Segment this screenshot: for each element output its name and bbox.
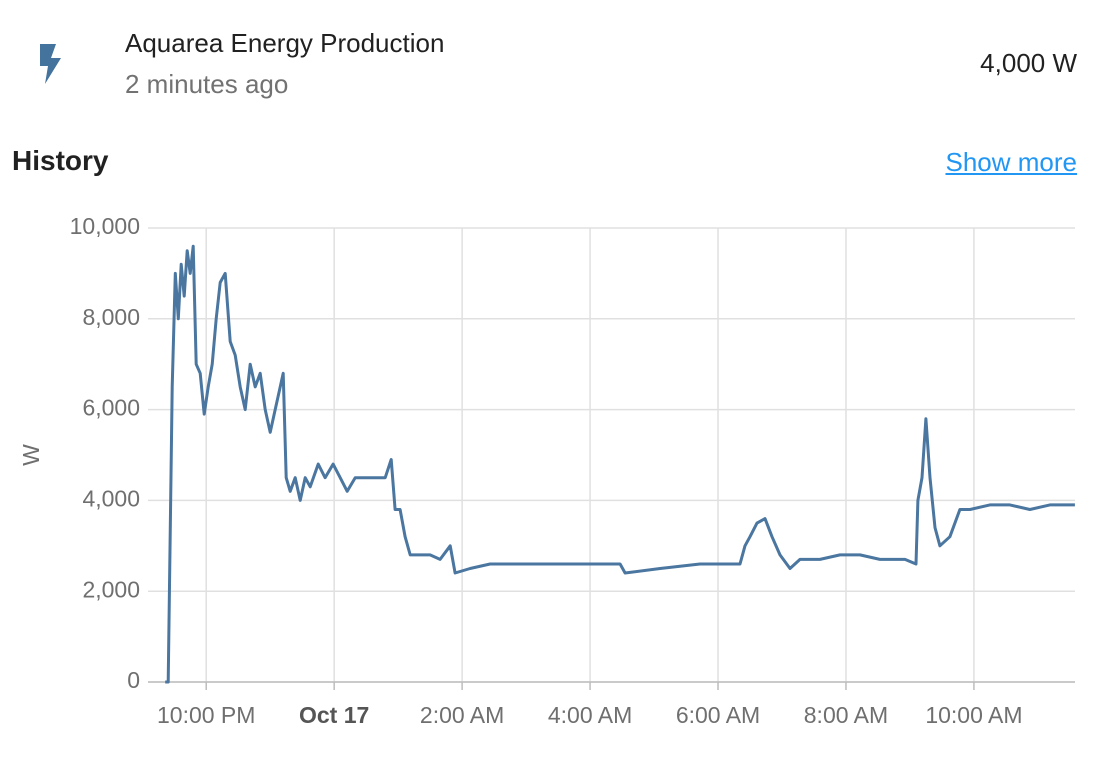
- x-tick-label: Oct 17: [299, 702, 369, 728]
- show-more-link[interactable]: Show more: [945, 147, 1078, 177]
- y-tick-label: 4,000: [82, 485, 140, 511]
- y-tick-label: 10,000: [70, 213, 140, 239]
- x-tick-label: 4:00 AM: [548, 702, 632, 728]
- y-tick-label: 0: [127, 667, 140, 693]
- history-title: History: [12, 145, 109, 176]
- x-tick-label: 2:00 AM: [420, 702, 504, 728]
- bolt-icon: [40, 44, 61, 84]
- x-tick-label: 8:00 AM: [804, 702, 888, 728]
- y-tick-label: 6,000: [82, 395, 140, 421]
- y-tick-label: 8,000: [82, 304, 140, 330]
- last-changed: 2 minutes ago: [125, 69, 289, 99]
- x-tick-label: 6:00 AM: [676, 702, 760, 728]
- y-tick-label: 2,000: [82, 576, 140, 602]
- entity-state: 4,000 W: [980, 48, 1077, 78]
- x-tick-label: 10:00 AM: [925, 702, 1022, 728]
- x-tick-label: 10:00 PM: [157, 702, 255, 728]
- series-line: [165, 244, 1075, 684]
- y-axis-label: W: [18, 444, 44, 466]
- entity-name: Aquarea Energy Production: [125, 28, 445, 58]
